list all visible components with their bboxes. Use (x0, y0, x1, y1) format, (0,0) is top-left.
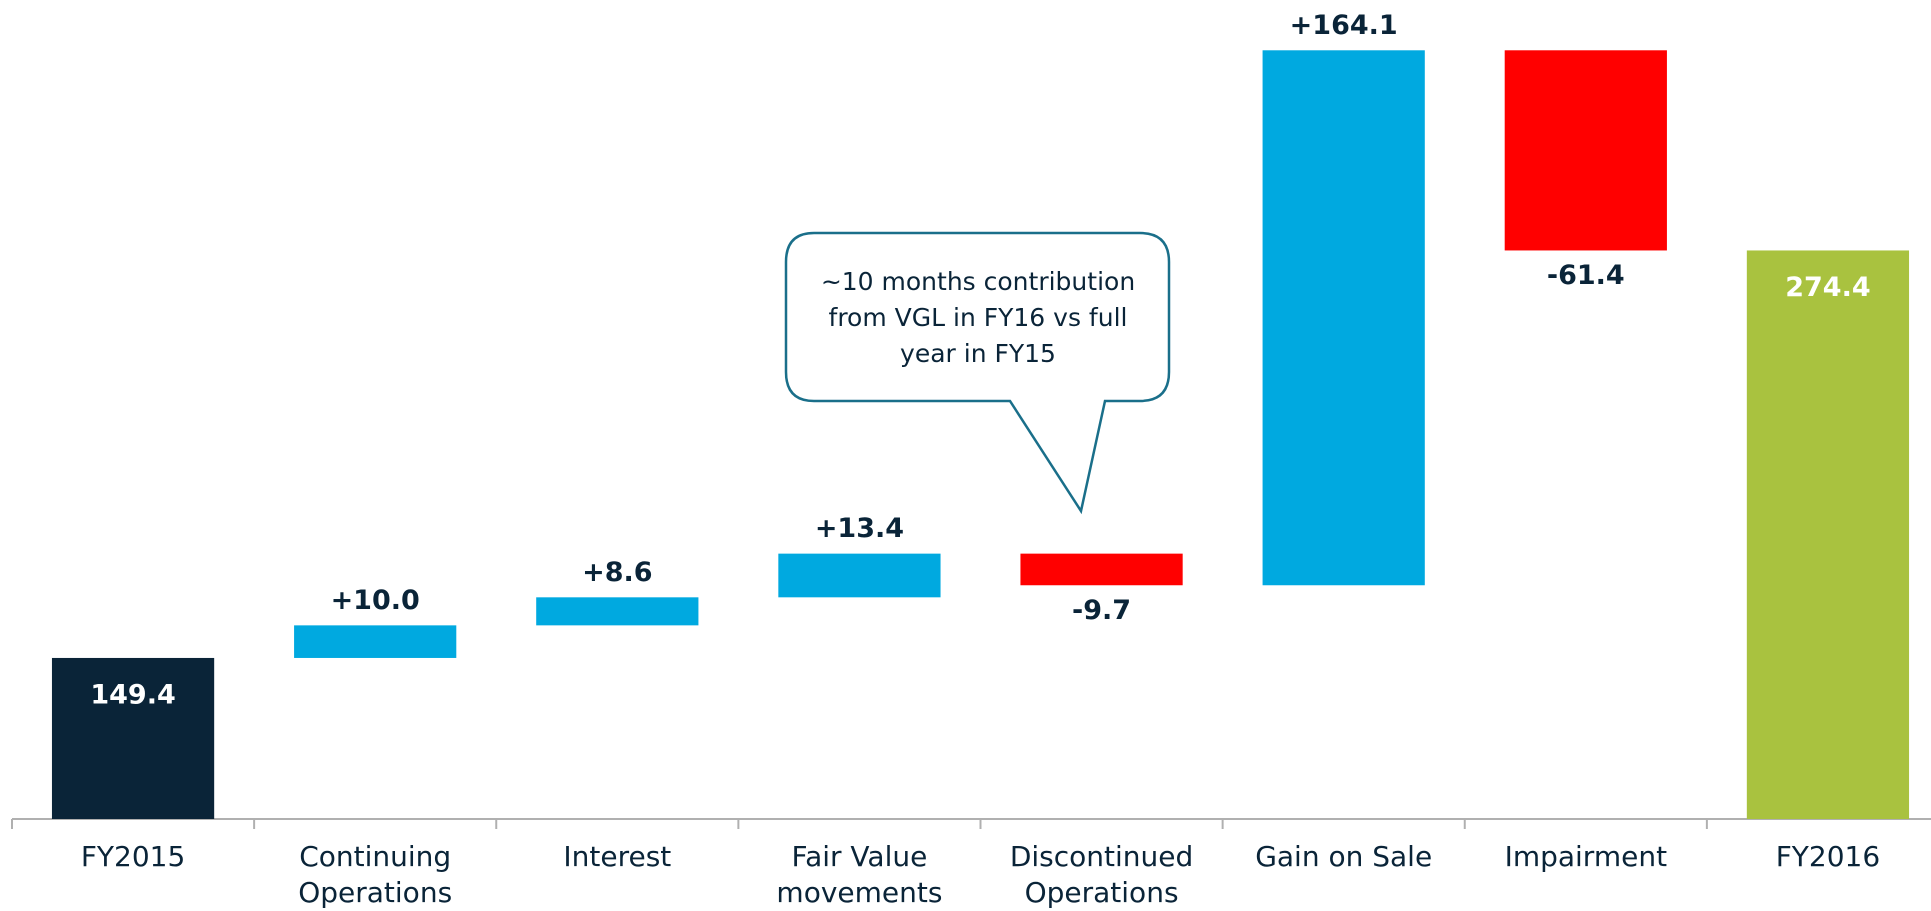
x-tick-label: FY2015 (80, 840, 186, 873)
value-label: +13.4 (815, 513, 904, 544)
value-label: 149.4 (90, 679, 175, 710)
x-tick-label: Continuing Operations (298, 840, 453, 909)
value-label: 274.4 (1785, 272, 1870, 303)
value-label: +10.0 (331, 585, 420, 616)
x-tick-label: Fair Value movements (776, 840, 943, 909)
value-label: -61.4 (1547, 260, 1625, 291)
bar (1504, 50, 1667, 251)
value-label: +8.6 (582, 557, 652, 588)
value-label: -9.7 (1072, 595, 1131, 626)
bar (1262, 50, 1425, 586)
x-tick-label: FY2016 (1775, 840, 1881, 873)
x-tick-label: Interest (563, 840, 672, 873)
bar (294, 625, 457, 658)
bar (778, 553, 941, 598)
callout-line: ~10 months contribution (820, 267, 1136, 296)
bar (536, 597, 699, 626)
value-label: +164.1 (1290, 10, 1398, 41)
callout-line: year in FY15 (900, 339, 1056, 368)
bar (1020, 553, 1183, 586)
bar (1746, 250, 1910, 819)
callout-text: ~10 months contribution from VGL in FY16… (788, 264, 1168, 372)
callout-line: from VGL in FY16 vs full (828, 303, 1128, 332)
bar (51, 657, 215, 819)
callout-bubble (784, 231, 1171, 515)
x-tick-label: Gain on Sale (1255, 840, 1433, 873)
x-tick-label: Discontinued Operations (1009, 840, 1194, 909)
x-tick-label: Impairment (1504, 840, 1668, 873)
